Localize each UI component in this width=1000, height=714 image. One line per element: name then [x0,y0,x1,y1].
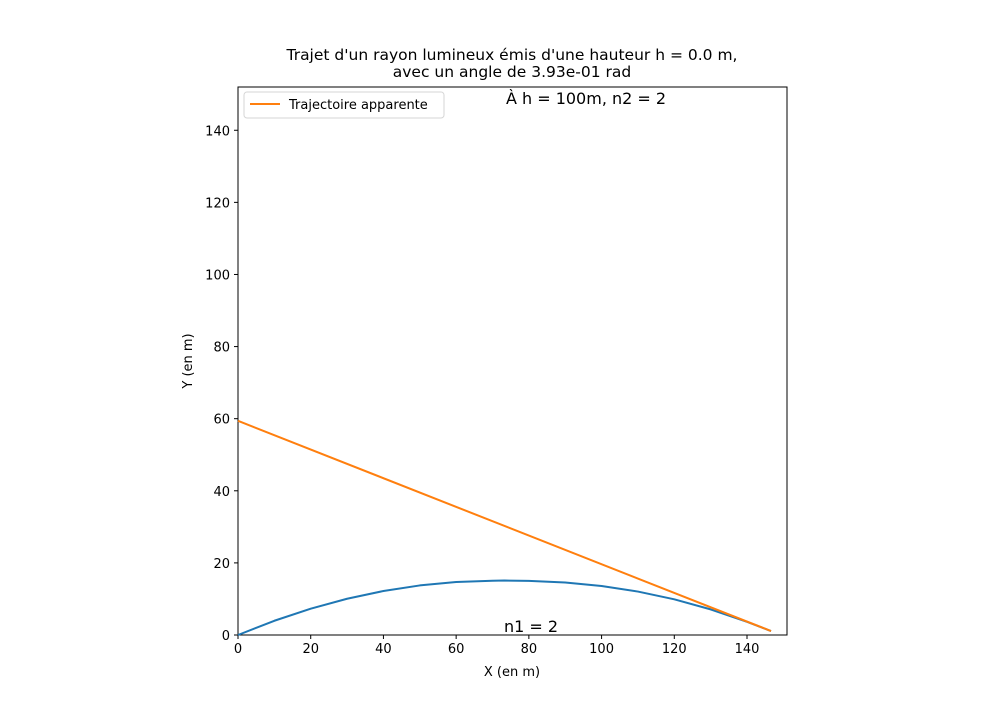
annotation-bottom: n1 = 2 [504,617,558,636]
legend-label: Trajectoire apparente [288,98,428,113]
y-tick-label: 120 [205,196,230,211]
series-group [237,419,772,636]
y-axis-ticks: 0 20 40 60 80 100 120 140 [205,124,238,644]
x-axis-ticks: 0 20 40 60 80 100 120 140 [234,635,760,657]
x-tick-label: 40 [375,642,392,657]
x-tick-label: 20 [302,642,319,657]
x-tick-label: 60 [448,642,465,657]
x-tick-label: 0 [234,642,242,657]
y-tick-label: 140 [205,124,230,139]
x-tick-label: 80 [521,642,538,657]
x-tick-label: 100 [589,642,614,657]
chart-title-line2: avec un angle de 3.93e-01 rad [393,63,631,81]
x-axis-label: X (en m) [484,665,540,680]
y-tick-label: 20 [213,557,230,572]
plot-frame [237,86,788,636]
series-line-0 [237,579,772,636]
x-tick-label: 140 [735,642,760,657]
y-tick-label: 0 [222,629,230,644]
y-tick-label: 60 [213,413,230,428]
chart-title-line1: Trajet d'un rayon lumineux émis d'une ha… [286,46,738,64]
plot-area [237,86,788,636]
series-line-1 [237,419,772,632]
legend-box [243,91,445,119]
y-tick-label: 40 [213,485,230,500]
y-tick-label: 80 [213,341,230,356]
legend: Trajectoire apparente [243,91,445,119]
x-tick-label: 120 [662,642,687,657]
annotation-top: À h = 100m, n2 = 2 [506,89,666,108]
y-axis-label: Y (en m) [181,333,196,389]
y-tick-label: 100 [205,268,230,283]
